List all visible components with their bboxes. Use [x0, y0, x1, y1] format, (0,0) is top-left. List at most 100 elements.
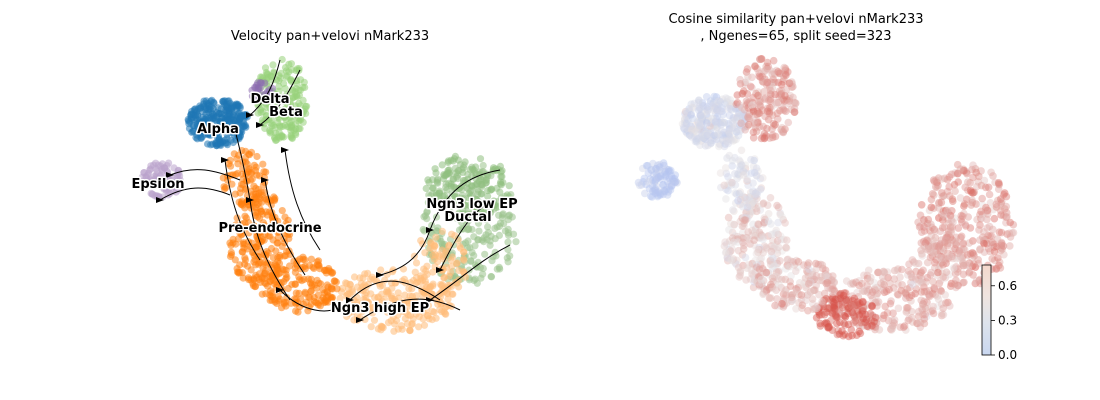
- similarity-point: [980, 176, 989, 185]
- similarity-point: [679, 123, 688, 132]
- similarity-point: [750, 236, 758, 244]
- cell-point: [252, 84, 260, 92]
- similarity-point: [835, 290, 843, 298]
- cell-point: [222, 102, 230, 110]
- similarity-point: [828, 299, 836, 307]
- cell-point: [293, 77, 301, 85]
- streamline-arrowhead: [426, 227, 434, 233]
- streamline-arrowhead: [376, 272, 384, 278]
- cell-point: [438, 282, 446, 290]
- similarity-point: [879, 277, 888, 286]
- similarity-point: [988, 254, 996, 263]
- similarity-point: [1006, 218, 1014, 227]
- streamline-arrowhead: [246, 197, 254, 203]
- similarity-point: [747, 155, 755, 164]
- velocity-streamlines: [156, 59, 511, 323]
- similarity-point: [952, 276, 960, 285]
- similarity-point: [722, 195, 730, 203]
- similarity-point: [961, 220, 969, 229]
- cluster-label: Beta: [269, 105, 303, 120]
- cell-point: [461, 201, 469, 209]
- similarity-point: [997, 211, 1005, 219]
- cell-point: [251, 255, 259, 263]
- similarity-point: [937, 236, 946, 244]
- similarity-point: [1002, 218, 1010, 227]
- similarity-point: [871, 318, 880, 326]
- similarity-point: [924, 244, 933, 253]
- similarity-point: [870, 285, 879, 294]
- similarity-point: [1002, 213, 1011, 221]
- similarity-point: [772, 100, 780, 108]
- similarity-point: [936, 227, 945, 236]
- similarity-point: [939, 247, 948, 255]
- streamline: [169, 169, 241, 181]
- cell-point: [272, 225, 280, 233]
- cell-point: [274, 111, 282, 119]
- similarity-point: [924, 242, 933, 251]
- similarity-point: [920, 283, 928, 291]
- streamline-arrowhead: [261, 177, 269, 183]
- cell-point: [274, 234, 282, 242]
- similarity-point: [950, 214, 959, 222]
- similarity-point: [751, 256, 759, 265]
- similarity-point: [744, 228, 752, 236]
- similarity-point: [849, 279, 857, 287]
- similarity-point: [950, 180, 959, 189]
- similarity-point: [714, 129, 722, 138]
- similarity-point: [878, 273, 887, 281]
- cell-point: [287, 117, 296, 125]
- similarity-point: [1009, 220, 1018, 229]
- similarity-point: [936, 259, 945, 268]
- similarity-point: [952, 263, 960, 271]
- cell-point: [436, 306, 444, 314]
- cell-point: [432, 189, 440, 197]
- similarity-point: [911, 289, 919, 298]
- cell-point: [313, 276, 321, 284]
- similarity-point: [992, 203, 1001, 211]
- cell-point: [160, 164, 168, 172]
- similarity-point: [913, 319, 921, 328]
- similarity-point: [724, 213, 733, 222]
- similarity-point: [736, 75, 744, 84]
- streamline: [264, 179, 306, 276]
- similarity-point: [903, 291, 911, 299]
- similarity-point: [734, 246, 743, 255]
- similarity-point: [884, 273, 892, 282]
- cell-point: [438, 240, 446, 248]
- similarity-point: [855, 311, 863, 319]
- streamline: [429, 244, 511, 301]
- cell-point: [234, 169, 242, 177]
- similarity-point: [966, 224, 975, 232]
- similarity-point: [927, 248, 935, 256]
- similarity-point: [941, 254, 950, 263]
- similarity-point: [928, 252, 937, 260]
- similarity-point: [716, 107, 724, 116]
- cell-point: [495, 222, 503, 230]
- similarity-point: [919, 215, 928, 224]
- cell-point: [423, 270, 431, 278]
- similarity-point: [995, 258, 1004, 267]
- cell-point: [294, 308, 302, 316]
- cell-point: [474, 258, 482, 266]
- cell-point: [213, 129, 221, 137]
- similarity-point: [818, 297, 826, 306]
- similarity-point: [997, 241, 1006, 250]
- similarity-point: [984, 231, 992, 240]
- similarity-point: [970, 252, 978, 260]
- similarity-point: [946, 211, 955, 220]
- similarity-point: [1008, 229, 1016, 237]
- similarity-point: [944, 230, 953, 239]
- cell-point: [344, 291, 352, 299]
- similarity-point: [959, 261, 968, 270]
- similarity-point: [1002, 192, 1011, 201]
- similarity-point: [917, 288, 926, 296]
- similarity-point: [937, 198, 946, 207]
- similarity-point: [994, 185, 1003, 193]
- similarity-point: [920, 223, 928, 231]
- cell-point: [408, 285, 416, 293]
- cell-point: [243, 177, 251, 185]
- cell-point: [415, 323, 423, 331]
- similarity-point: [784, 118, 793, 127]
- similarity-point: [939, 311, 948, 319]
- cell-point: [266, 296, 274, 304]
